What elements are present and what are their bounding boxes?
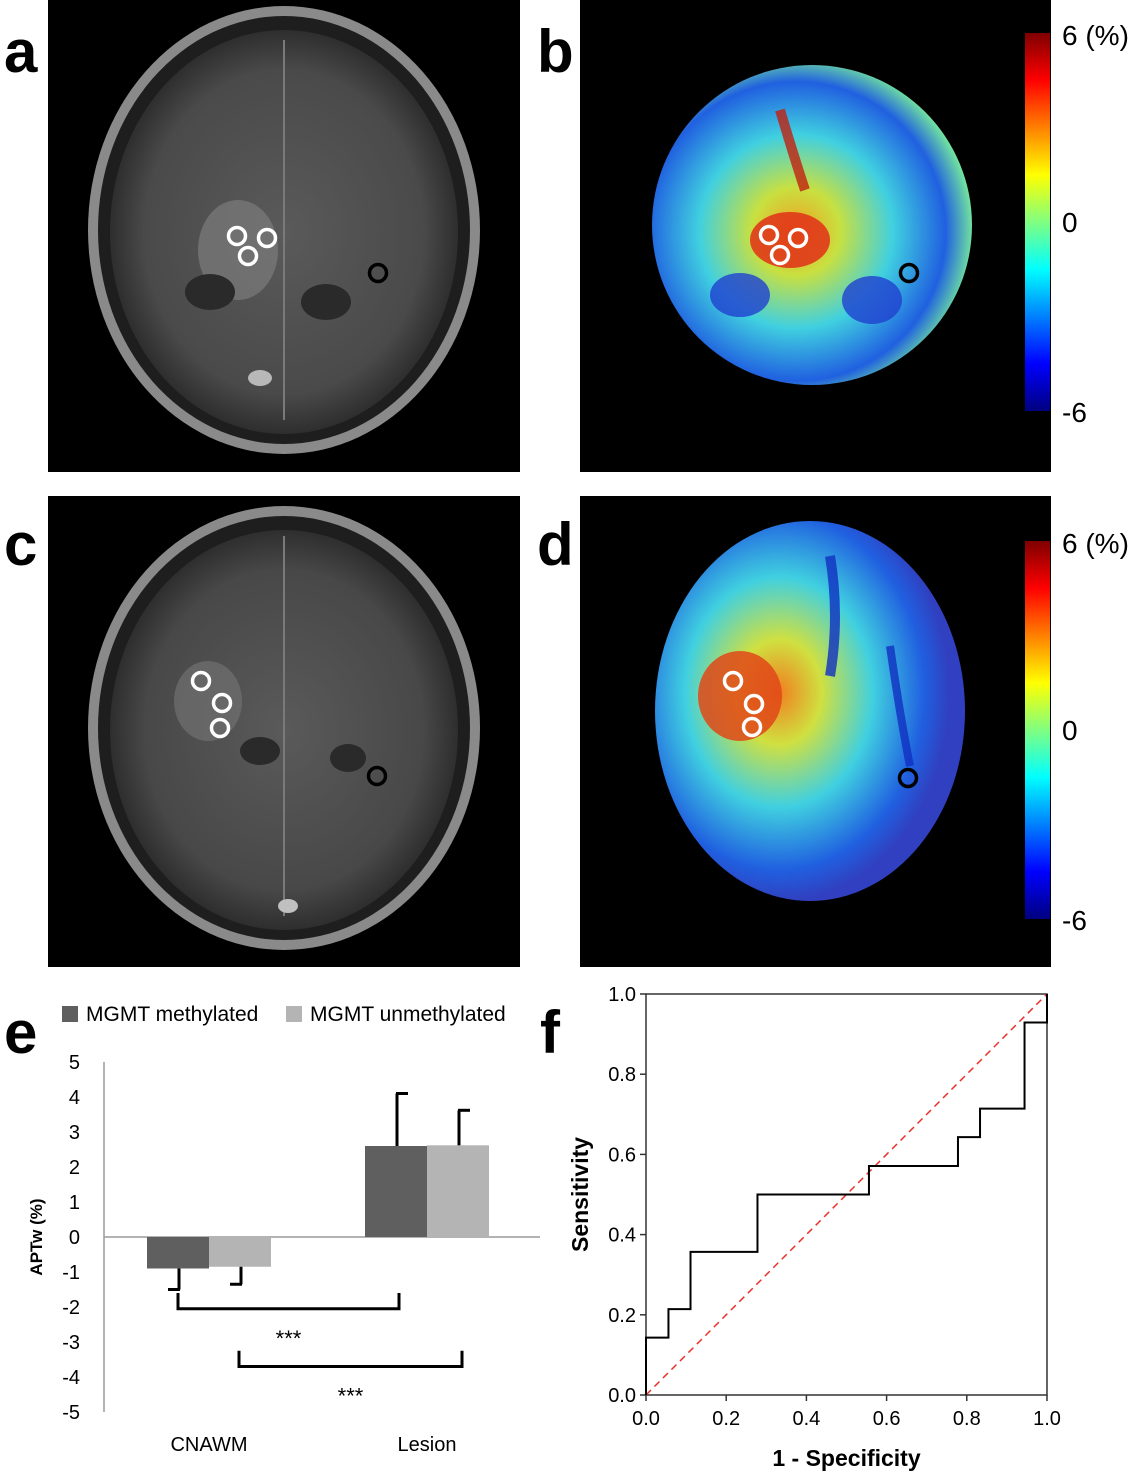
significance-label: *** <box>338 1384 364 1409</box>
aptw-map-b <box>580 0 1051 472</box>
roi-circle-cnawm <box>366 765 388 787</box>
x-tick-label: 0.4 <box>792 1408 820 1430</box>
colorbar-max-label: 6 (%) <box>1062 528 1129 559</box>
panel-letter-e: e <box>4 999 38 1066</box>
roi-circle-lesion <box>743 693 765 715</box>
y-tick-label: 0.0 <box>608 1385 636 1407</box>
significance-bracket <box>176 1293 401 1311</box>
bar <box>147 1237 209 1269</box>
y-tick-label: 1.0 <box>608 984 636 1006</box>
x-tick-label: CNAWM <box>170 1434 247 1456</box>
y-tick-label: 3 <box>69 1122 80 1144</box>
mri-image-a <box>48 0 520 472</box>
colorbar-max-label: 6 (%) <box>1062 20 1129 51</box>
y-tick-label: -2 <box>62 1297 80 1319</box>
roi-circle-lesion <box>190 670 212 692</box>
colorbar-min-label: -6 <box>1062 397 1087 428</box>
y-tick-label: -1 <box>62 1262 80 1284</box>
x-tick-label: 0.8 <box>953 1408 981 1430</box>
roi-circle-lesion <box>722 670 744 692</box>
bar-chart-aptw: 5 4 3 2 1 0 -1 -2 -3 -4 -5 APTw (%) CNAWM Lesion *** **… <box>27 1052 540 1456</box>
legend-swatch <box>62 1006 78 1022</box>
roi-circle-lesion <box>787 227 809 249</box>
bar <box>427 1145 489 1237</box>
y-tick-label: 2 <box>69 1157 80 1179</box>
significance-bracket <box>237 1350 464 1368</box>
roi-circle-lesion <box>226 225 248 247</box>
x-tick-label: 1.0 <box>1033 1408 1061 1430</box>
roi-circle-cnawm <box>898 262 920 284</box>
legend-item-unmethylated: MGMT unmethylated <box>286 1003 506 1027</box>
mri-image-c <box>48 496 520 967</box>
bar <box>365 1146 427 1237</box>
x-tick-label: Lesion <box>398 1434 457 1456</box>
y-tick-label: 5 <box>69 1052 80 1074</box>
y-tick-label: -4 <box>62 1367 80 1389</box>
panel-letter-c: c <box>4 511 38 578</box>
roi-circle-lesion <box>237 245 259 267</box>
roi-circle-lesion <box>741 716 763 738</box>
y-axis-label: APTw (%) <box>27 1198 46 1275</box>
hyperintense-lesion <box>698 651 782 741</box>
roi-circle-lesion <box>209 717 231 739</box>
brain-map <box>655 521 965 901</box>
panel-letter-b: b <box>537 18 574 85</box>
colorbar-b <box>1025 33 1050 411</box>
y-tick-label: 0.8 <box>608 1064 636 1086</box>
y-tick-label: 0.4 <box>608 1225 636 1247</box>
legend-item-methylated: MGMT methylated <box>62 1003 258 1027</box>
ventricle-left <box>185 274 235 310</box>
y-tick-label: -3 <box>62 1332 80 1354</box>
roc-chart: 0.0 0.2 0.4 0.6 0.8 1.0 0.0 0.2 0.4 0.6 0.8 1.0 1 - … <box>567 984 1061 1471</box>
colorbar-min-label: -6 <box>1062 905 1087 936</box>
ventricle-right <box>301 284 351 320</box>
legend-swatch <box>286 1006 302 1022</box>
roi-circle-lesion <box>758 224 780 246</box>
x-tick-label: 0.2 <box>712 1408 740 1430</box>
y-tick-label: 0.2 <box>608 1305 636 1327</box>
aptw-map-d <box>580 496 1051 967</box>
colorbar-mid-label: 0 <box>1062 715 1078 746</box>
y-tick-label: -5 <box>62 1402 80 1424</box>
roi-circle-lesion <box>769 244 791 266</box>
roi-circle-lesion <box>211 692 233 714</box>
y-tick-label: 0 <box>69 1227 80 1249</box>
roi-circle-lesion <box>256 227 278 249</box>
x-axis-label: 1 - Specificity <box>772 1445 920 1471</box>
reference-diagonal-line <box>645 993 1048 1396</box>
roi-circle-cnawm <box>367 262 389 284</box>
x-tick-label: 0.6 <box>873 1408 901 1430</box>
roi-circle-cnawm <box>897 767 919 789</box>
y-tick-label: 4 <box>69 1087 80 1109</box>
plot-frame <box>645 993 1048 1396</box>
colorbar-d <box>1025 541 1050 919</box>
y-tick-label: 0.6 <box>608 1144 636 1166</box>
panel-letter-d: d <box>537 511 574 578</box>
panel-letter-f: f <box>540 999 560 1066</box>
legend-label: MGMT methylated <box>86 1003 259 1026</box>
x-tick-label: 0.0 <box>632 1408 660 1430</box>
legend-label: MGMT unmethylated <box>310 1003 506 1026</box>
panel-letter-a: a <box>4 18 38 85</box>
significance-label: *** <box>276 1326 302 1351</box>
colorbar-mid-label: 0 <box>1062 207 1078 238</box>
y-tick-label: 1 <box>69 1192 80 1214</box>
y-axis-label: Sensitivity <box>567 1137 593 1252</box>
roc-curve <box>645 994 1048 1395</box>
bar <box>209 1237 271 1267</box>
